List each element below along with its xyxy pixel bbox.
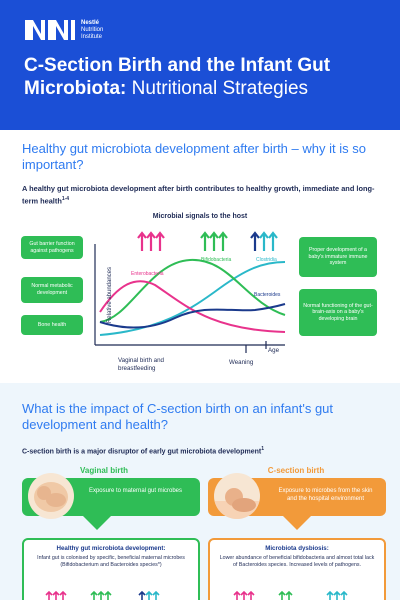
section2-title: What is the impact of C-section birth on… [22,401,382,433]
csection-mini-arrows [232,589,372,600]
dysbiosis-card-body: Lower abundance of beneficial bifidobact… [218,555,376,569]
vaginal-down-arrow [83,516,111,530]
csection-band-text: Exposure to microbes from the skin and t… [278,487,373,503]
microbiota-abundance-chart [0,0,400,380]
label-bacteroides: Bacteroides [254,292,280,298]
signal-arrows-green [201,233,227,251]
section2-subtitle: C-section birth is a major disruptor of … [22,446,382,455]
section2-subtitle-text: C-section birth is a major disruptor of … [22,448,261,455]
x-label-weaning: Weaning [229,359,253,367]
signal-arrows-mixed [251,233,277,251]
label-clostridia: Clostridia [256,257,277,263]
csection-down-arrow [283,516,311,530]
csection-exposure-band: Exposure to microbes from the skin and t… [208,478,386,516]
vaginal-birth-heading: Vaginal birth [14,466,194,475]
section2-subtitle-ref: 1 [261,446,264,452]
baby-icon [214,473,260,519]
signal-arrows-pink [138,233,164,251]
label-bifidobacteria: Bifidobacteria [201,257,231,263]
healthy-card-title: Healthy gut microbiota development: [32,545,190,552]
label-enterobacteria: Enterobacteria [131,271,164,277]
x-label-vaginal-birth: Vaginal birth and breastfeeding [118,357,188,373]
vaginal-exposure-band: Exposure to maternal gut microbes [22,478,200,516]
healthy-card-body: Infant gut is colonised by specific, ben… [32,555,190,569]
vaginal-band-text: Exposure to maternal gut microbes [88,487,183,495]
y-axis-label: Relative abundances [107,267,113,323]
dysbiosis-card-title: Microbiota dysbiosis: [218,545,376,552]
fetus-icon [28,473,74,519]
vaginal-mini-arrows [44,589,184,600]
x-label-age: Age [268,347,279,355]
